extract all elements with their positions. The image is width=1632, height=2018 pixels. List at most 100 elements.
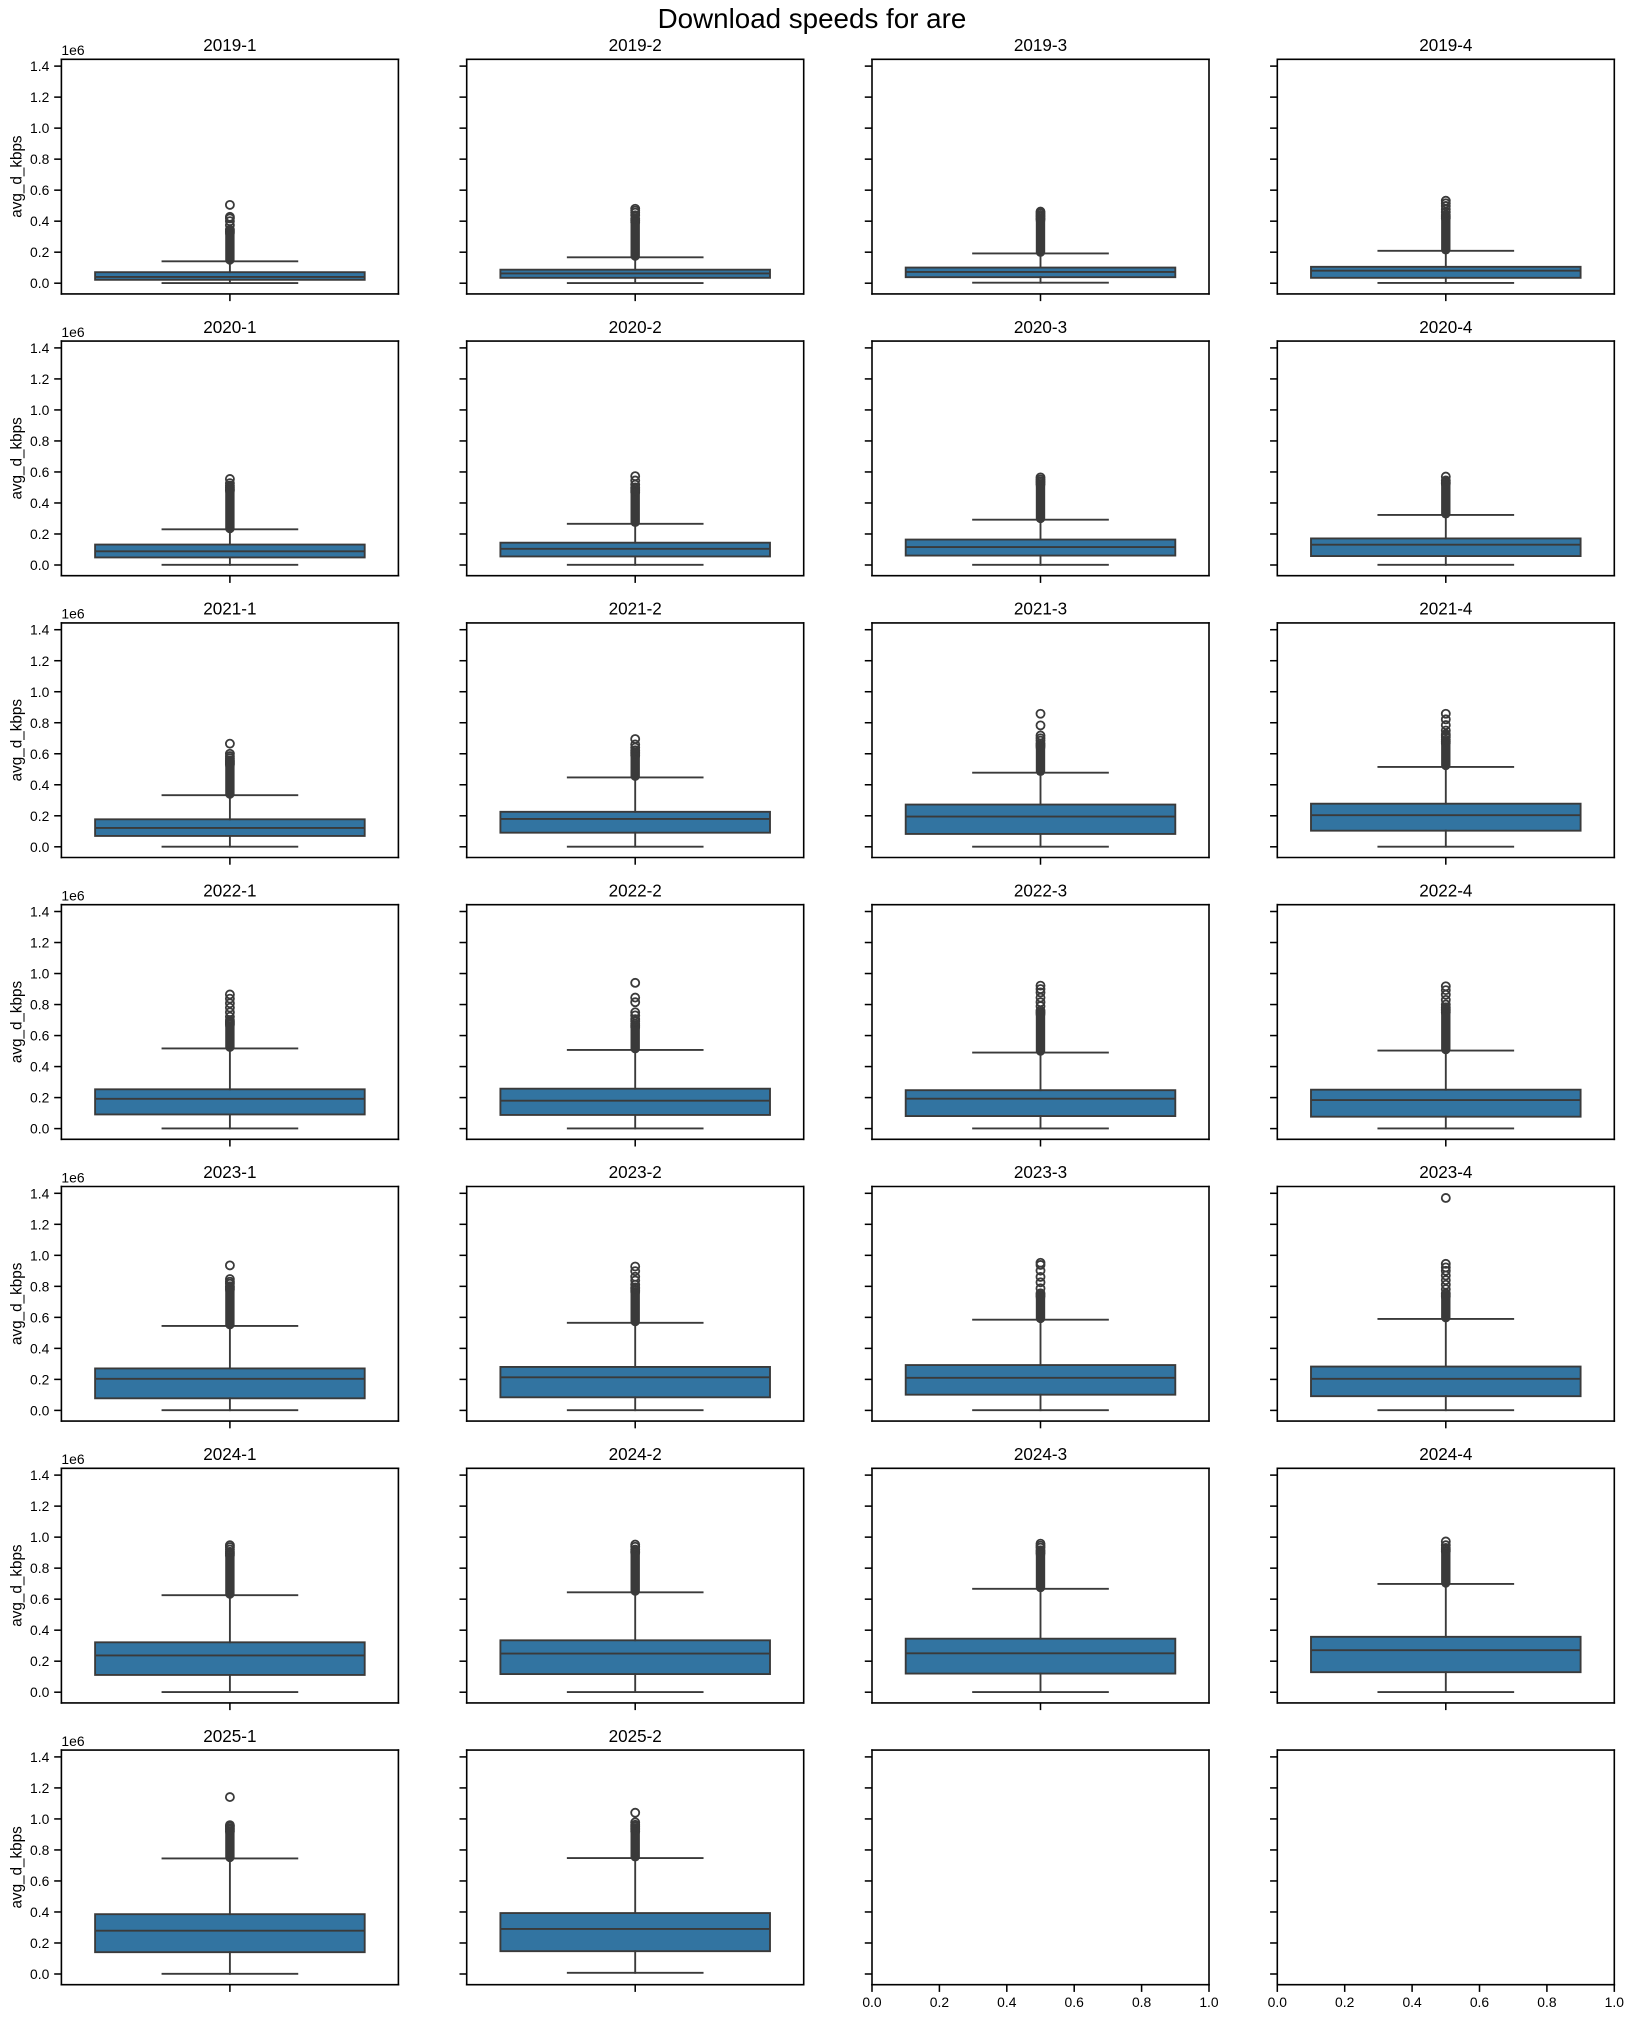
svg-text:1.2: 1.2 xyxy=(30,89,50,105)
svg-text:2020-3: 2020-3 xyxy=(1014,318,1067,337)
svg-text:0.0: 0.0 xyxy=(30,557,50,573)
svg-text:0.0: 0.0 xyxy=(30,275,50,291)
svg-text:2022-4: 2022-4 xyxy=(1419,881,1472,900)
svg-text:0.2: 0.2 xyxy=(30,526,50,542)
svg-text:1.4: 1.4 xyxy=(30,58,50,74)
svg-text:1.0: 1.0 xyxy=(30,120,50,136)
svg-text:0.2: 0.2 xyxy=(30,808,50,824)
svg-text:0.0: 0.0 xyxy=(30,839,50,855)
svg-text:1e6: 1e6 xyxy=(61,606,84,622)
svg-text:2022-3: 2022-3 xyxy=(1014,881,1067,900)
svg-text:0.8: 0.8 xyxy=(30,1842,50,1858)
svg-text:1.0: 1.0 xyxy=(1605,1994,1625,2010)
svg-text:0.4: 0.4 xyxy=(30,1059,50,1075)
svg-text:0.6: 0.6 xyxy=(30,1873,50,1889)
svg-text:1.0: 1.0 xyxy=(30,1811,50,1827)
svg-text:0.8: 0.8 xyxy=(30,1278,50,1294)
svg-text:0.4: 0.4 xyxy=(997,1994,1017,2010)
svg-text:0.2: 0.2 xyxy=(30,244,50,260)
svg-text:0.4: 0.4 xyxy=(30,1340,50,1356)
svg-text:0.8: 0.8 xyxy=(30,433,50,449)
svg-text:0.6: 0.6 xyxy=(30,464,50,480)
svg-text:1.4: 1.4 xyxy=(30,622,50,638)
svg-text:1.2: 1.2 xyxy=(30,1498,50,1514)
svg-text:2023-1: 2023-1 xyxy=(203,1163,256,1182)
svg-text:avg_d_kbps: avg_d_kbps xyxy=(8,699,25,782)
svg-text:0.2: 0.2 xyxy=(1335,1994,1355,2010)
svg-text:0.2: 0.2 xyxy=(30,1371,50,1387)
svg-text:2021-3: 2021-3 xyxy=(1014,600,1067,619)
svg-text:avg_d_kbps: avg_d_kbps xyxy=(8,980,25,1063)
svg-text:Download speeds for are: Download speeds for are xyxy=(658,3,967,34)
svg-text:0.8: 0.8 xyxy=(30,715,50,731)
svg-text:0.6: 0.6 xyxy=(30,1309,50,1325)
svg-text:1.2: 1.2 xyxy=(30,653,50,669)
svg-text:1.0: 1.0 xyxy=(1199,1994,1219,2010)
svg-text:2023-2: 2023-2 xyxy=(609,1163,662,1182)
svg-text:0.6: 0.6 xyxy=(30,1591,50,1607)
svg-text:1.0: 1.0 xyxy=(30,966,50,982)
svg-text:0.6: 0.6 xyxy=(30,746,50,762)
svg-text:avg_d_kbps: avg_d_kbps xyxy=(8,417,25,500)
svg-text:0.8: 0.8 xyxy=(30,151,50,167)
svg-text:0.0: 0.0 xyxy=(862,1994,882,2010)
svg-text:2020-2: 2020-2 xyxy=(609,318,662,337)
svg-text:1.2: 1.2 xyxy=(30,1780,50,1796)
svg-text:2025-2: 2025-2 xyxy=(609,1727,662,1746)
svg-text:1e6: 1e6 xyxy=(61,324,84,340)
svg-text:0.0: 0.0 xyxy=(30,1684,50,1700)
svg-text:0.4: 0.4 xyxy=(1402,1994,1422,2010)
svg-text:0.0: 0.0 xyxy=(30,1121,50,1137)
svg-text:0.8: 0.8 xyxy=(30,1560,50,1576)
svg-text:0.4: 0.4 xyxy=(30,1622,50,1638)
svg-text:2022-1: 2022-1 xyxy=(203,881,256,900)
svg-text:2024-2: 2024-2 xyxy=(609,1445,662,1464)
svg-text:2023-4: 2023-4 xyxy=(1419,1163,1472,1182)
svg-text:1.0: 1.0 xyxy=(30,1529,50,1545)
svg-text:2020-4: 2020-4 xyxy=(1419,318,1472,337)
svg-text:1e6: 1e6 xyxy=(61,888,84,904)
svg-text:0.0: 0.0 xyxy=(1268,1994,1288,2010)
svg-text:1.2: 1.2 xyxy=(30,371,50,387)
svg-text:2021-1: 2021-1 xyxy=(203,600,256,619)
svg-text:avg_d_kbps: avg_d_kbps xyxy=(8,1544,25,1627)
svg-text:0.8: 0.8 xyxy=(1537,1994,1557,2010)
svg-text:2024-4: 2024-4 xyxy=(1419,1445,1472,1464)
svg-text:0.0: 0.0 xyxy=(30,1402,50,1418)
svg-text:0.0: 0.0 xyxy=(30,1966,50,1982)
svg-text:2019-1: 2019-1 xyxy=(203,36,256,55)
svg-text:2023-3: 2023-3 xyxy=(1014,1163,1067,1182)
svg-text:2019-3: 2019-3 xyxy=(1014,36,1067,55)
svg-text:0.6: 0.6 xyxy=(1065,1994,1085,2010)
svg-text:2020-1: 2020-1 xyxy=(203,318,256,337)
svg-text:2021-4: 2021-4 xyxy=(1419,600,1472,619)
svg-text:avg_d_kbps: avg_d_kbps xyxy=(8,1826,25,1909)
svg-text:0.8: 0.8 xyxy=(30,997,50,1013)
svg-text:0.6: 0.6 xyxy=(30,182,50,198)
svg-text:1.2: 1.2 xyxy=(30,935,50,951)
svg-text:0.2: 0.2 xyxy=(930,1994,950,2010)
svg-text:1.4: 1.4 xyxy=(30,340,50,356)
svg-text:1.0: 1.0 xyxy=(30,1247,50,1263)
svg-text:1e6: 1e6 xyxy=(61,42,84,58)
svg-text:1.0: 1.0 xyxy=(30,684,50,700)
svg-text:1.4: 1.4 xyxy=(30,1185,50,1201)
svg-text:2025-1: 2025-1 xyxy=(203,1727,256,1746)
svg-text:1e6: 1e6 xyxy=(61,1733,84,1749)
svg-text:2019-2: 2019-2 xyxy=(609,36,662,55)
svg-text:0.6: 0.6 xyxy=(1470,1994,1490,2010)
svg-text:0.4: 0.4 xyxy=(30,1904,50,1920)
svg-text:1.4: 1.4 xyxy=(30,904,50,920)
svg-text:1.0: 1.0 xyxy=(30,402,50,418)
svg-text:1.4: 1.4 xyxy=(30,1467,50,1483)
svg-text:avg_d_kbps: avg_d_kbps xyxy=(8,135,25,218)
svg-text:1e6: 1e6 xyxy=(61,1451,84,1467)
svg-text:2019-4: 2019-4 xyxy=(1419,36,1472,55)
svg-text:0.8: 0.8 xyxy=(1132,1994,1152,2010)
svg-text:0.2: 0.2 xyxy=(30,1653,50,1669)
svg-text:1.4: 1.4 xyxy=(30,1749,50,1765)
svg-text:0.4: 0.4 xyxy=(30,777,50,793)
svg-text:2021-2: 2021-2 xyxy=(609,600,662,619)
svg-text:0.4: 0.4 xyxy=(30,495,50,511)
svg-text:0.4: 0.4 xyxy=(30,213,50,229)
